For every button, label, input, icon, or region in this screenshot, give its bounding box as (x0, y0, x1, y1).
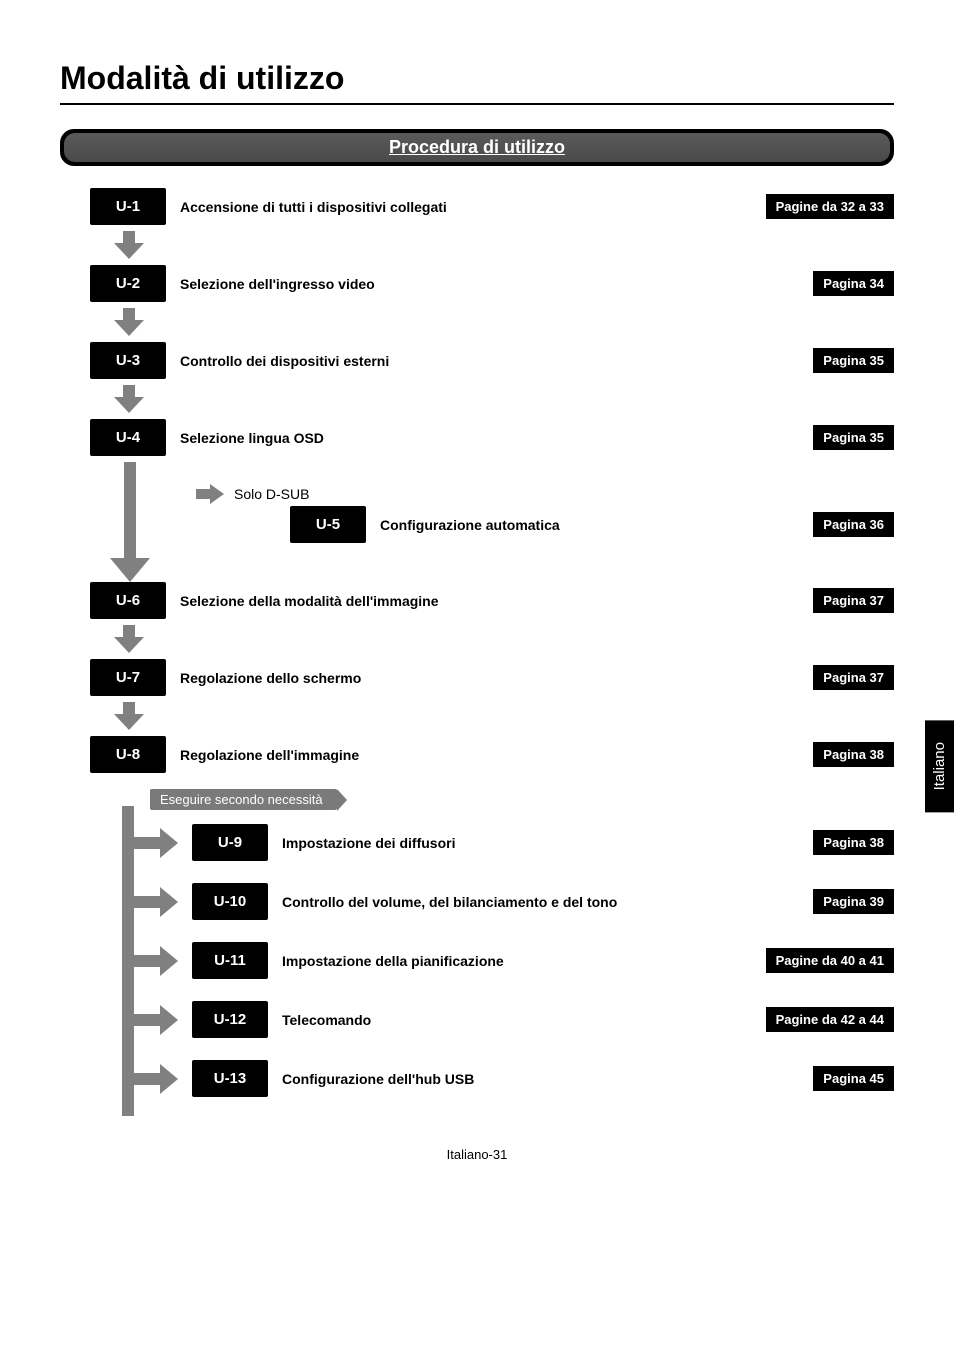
page-footer: Italiano-31 (60, 1147, 894, 1162)
step-row: U-6 Selezione della modalità dell'immagi… (90, 582, 894, 619)
arrow-down-icon (114, 231, 894, 259)
sub-branch-label: Solo D-SUB (234, 486, 309, 502)
arrow-down-icon (114, 625, 894, 653)
step-code-badge: U-3 (90, 342, 166, 379)
page-ref: Pagina 35 (813, 425, 894, 450)
step-code-badge: U-1 (90, 188, 166, 225)
step-label: Controllo del volume, del bilanciamento … (282, 894, 799, 910)
page-ref: Pagina 35 (813, 348, 894, 373)
step-code-badge: U-9 (192, 824, 268, 861)
page-ref: Pagine da 32 a 33 (766, 194, 894, 219)
page-title: Modalità di utilizzo (60, 60, 894, 105)
step-label: Impostazione dei diffusori (282, 835, 799, 851)
language-tab: Italiano (925, 720, 954, 812)
step-label: Selezione lingua OSD (180, 430, 799, 446)
page-ref: Pagine da 40 a 41 (766, 948, 894, 973)
step-code-badge: U-4 (90, 419, 166, 456)
l-arrow-icon (90, 1005, 178, 1035)
step-row: U-7 Regolazione dello schermo Pagina 37 (90, 659, 894, 696)
l-arrow-icon (90, 1064, 178, 1094)
page-ref: Pagina 36 (813, 512, 894, 537)
arrow-down-icon (114, 702, 894, 730)
arrow-right-icon (196, 484, 224, 504)
step-row: U-10 Controllo del volume, del bilanciam… (90, 883, 894, 920)
step-row: U-4 Selezione lingua OSD Pagina 35 (90, 419, 894, 456)
step-row: U-11 Impostazione della pianificazione P… (90, 942, 894, 979)
step-label: Regolazione dello schermo (180, 670, 799, 686)
section-header-label: Procedura di utilizzo (64, 133, 890, 162)
step-label: Configurazione automatica (380, 517, 799, 533)
step-code-badge: U-2 (90, 265, 166, 302)
step-code-badge: U-5 (290, 506, 366, 543)
step-code-badge: U-7 (90, 659, 166, 696)
step-code-badge: U-13 (192, 1060, 268, 1097)
page-ref: Pagina 38 (813, 830, 894, 855)
arrow-down-icon (114, 385, 894, 413)
connector-down-icon (110, 462, 150, 582)
step-row: U-13 Configurazione dell'hub USB Pagina … (90, 1060, 894, 1097)
step-label: Configurazione dell'hub USB (282, 1071, 799, 1087)
step-row: U-9 Impostazione dei diffusori Pagina 38 (90, 824, 894, 861)
step-label: Telecomando (282, 1012, 752, 1028)
page-ref: Pagina 37 (813, 588, 894, 613)
l-arrow-icon (90, 887, 178, 917)
page-ref: Pagine da 42 a 44 (766, 1007, 894, 1032)
page-ref: Pagina 45 (813, 1066, 894, 1091)
step-row: U-12 Telecomando Pagine da 42 a 44 (90, 1001, 894, 1038)
step-row: U-8 Regolazione dell'immagine Pagina 38 (90, 736, 894, 773)
step-label: Controllo dei dispositivi esterni (180, 353, 799, 369)
step-code-badge: U-11 (192, 942, 268, 979)
step-label: Selezione dell'ingresso video (180, 276, 799, 292)
page-ref: Pagina 39 (813, 889, 894, 914)
step-label: Regolazione dell'immagine (180, 747, 799, 763)
step-code-badge: U-8 (90, 736, 166, 773)
step-row: U-3 Controllo dei dispositivi esterni Pa… (90, 342, 894, 379)
optional-steps: U-9 Impostazione dei diffusori Pagina 38… (90, 824, 894, 1097)
step-label: Accensione di tutti i dispositivi colleg… (180, 199, 752, 215)
page-ref: Pagina 37 (813, 665, 894, 690)
step-row: U-1 Accensione di tutti i dispositivi co… (90, 188, 894, 225)
step-label: Impostazione della pianificazione (282, 953, 752, 969)
l-arrow-icon (90, 946, 178, 976)
step-row: U-2 Selezione dell'ingresso video Pagina… (90, 265, 894, 302)
l-arrow-icon (90, 828, 178, 858)
page-ref: Pagina 34 (813, 271, 894, 296)
step-code-badge: U-10 (192, 883, 268, 920)
step-code-badge: U-6 (90, 582, 166, 619)
arrow-down-icon (114, 308, 894, 336)
step-row: U-5 Configurazione automatica Pagina 36 (290, 506, 894, 543)
step-label: Selezione della modalità dell'immagine (180, 593, 799, 609)
page-ref: Pagina 38 (813, 742, 894, 767)
section-header: Procedura di utilizzo (60, 129, 894, 166)
optional-pill: Eseguire secondo necessità (150, 789, 337, 810)
page: Modalità di utilizzo Procedura di utiliz… (0, 0, 954, 1202)
step-code-badge: U-12 (192, 1001, 268, 1038)
steps-container: U-1 Accensione di tutti i dispositivi co… (60, 188, 894, 1097)
